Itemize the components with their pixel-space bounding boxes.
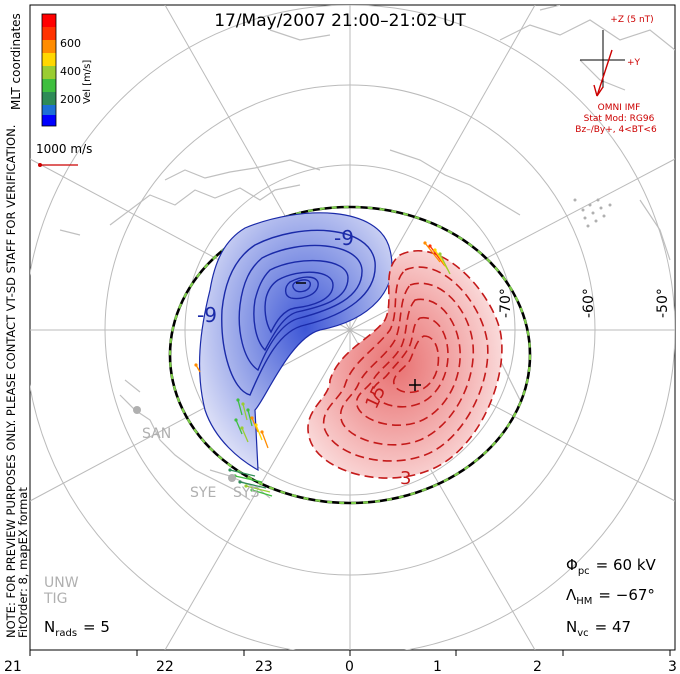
latitude-circles xyxy=(30,5,675,650)
negative-potential-cell xyxy=(198,212,393,472)
colorbar-tick-200: 200 xyxy=(60,93,81,106)
mlt-tick-2: 2 xyxy=(533,659,542,674)
station-label-sye: SYE xyxy=(190,485,216,501)
colorbar-label: Vel [m/s] xyxy=(82,60,93,104)
mlt-meridians xyxy=(30,5,675,650)
imf-y-label: +Y xyxy=(627,58,641,68)
imf-conditions: Bz–/By+, 4<BT<6 xyxy=(575,125,657,135)
mlt-tick-23: 23 xyxy=(255,659,273,674)
mlt-tick-3: 3 xyxy=(668,659,677,674)
station-label-san: SAN xyxy=(142,426,171,442)
mlt-tick-1: 1 xyxy=(433,659,442,674)
mlt-tick-22: 22 xyxy=(156,659,174,674)
stat-n-rads: Nrads = 5 xyxy=(44,618,110,639)
station-label-tig: TIG xyxy=(43,591,68,607)
mlt-tick-21: 21 xyxy=(4,659,22,674)
velocity-vectors xyxy=(194,241,451,497)
preview-note: NOTE: FOR PREVIEW PURPOSES ONLY. PLEASE … xyxy=(4,125,18,638)
colorbar-tick-600: 600 xyxy=(60,37,81,50)
hm-boundary-dashes xyxy=(168,205,532,505)
coordinate-system-label: MLT coordinates xyxy=(9,13,23,110)
stat-n-vc: Nvc = 47 xyxy=(566,618,631,639)
stat-lambda-hm: ΛHM = −67° xyxy=(566,586,655,607)
station-markers xyxy=(133,198,612,482)
contour-label-pos-3: 3 xyxy=(400,468,411,489)
map-title: 17/May/2007 21:00–21:02 UT xyxy=(214,11,466,31)
colorbar-tick-400: 400 xyxy=(60,65,81,78)
latitude-label-60: -60° xyxy=(581,288,597,318)
imf-z-label: +Z (5 nT) xyxy=(610,15,653,25)
mlt-tick-0: 0 xyxy=(345,659,354,674)
fit-order: FitOrder: 8, mapEX format xyxy=(16,487,30,638)
svg-text:Nvc= 47: Nvc = 47 xyxy=(566,618,631,639)
positive-potential-cell xyxy=(307,249,503,479)
velocity-colorbar: 600 400 200 Vel [m/s] xyxy=(41,13,93,127)
stat-phi-pc: Φpc = 60 kV xyxy=(566,556,657,577)
imf-dial: +Z (5 nT) +Y OMNI IMF Stat Mod: RG96 Bz–… xyxy=(575,15,657,135)
contour-label-neg: -9 xyxy=(334,226,354,250)
contour-label-neg-2: -9 xyxy=(197,303,217,327)
station-label-sys: SYS xyxy=(233,485,259,501)
imf-stat-model: Stat Mod: RG96 xyxy=(584,114,655,124)
reference-vector: 1000 m/s xyxy=(36,142,92,167)
svg-text:Nrads= 5: Nrads = 5 xyxy=(44,618,110,639)
mlt-axis: 21 22 23 0 1 2 3 xyxy=(4,650,677,674)
plot-frame xyxy=(29,4,676,651)
latitude-label-70: -70° xyxy=(498,288,514,318)
reference-vector-label: 1000 m/s xyxy=(36,142,92,156)
svg-text:Φpc= 60 kV: Φpc = 60 kV xyxy=(566,556,657,577)
imf-source: OMNI IMF xyxy=(598,103,641,113)
svg-text:ΛHM= −67°: ΛHM = −67° xyxy=(566,586,655,607)
station-label-unw: UNW xyxy=(44,575,79,591)
latitude-label-50: -50° xyxy=(655,288,671,318)
